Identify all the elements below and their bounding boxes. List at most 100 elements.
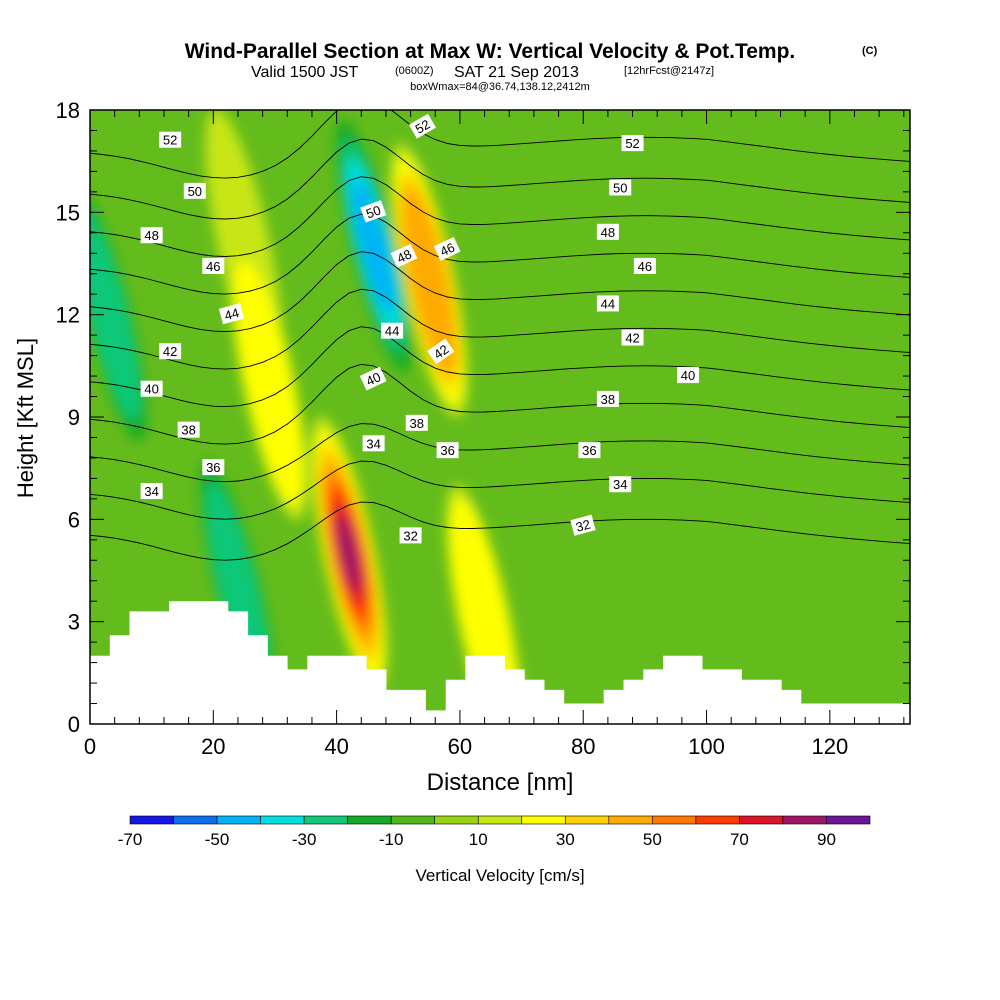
isentrope-line [90,138,910,220]
contour-label-bg [140,380,163,397]
contour-label: 42 [427,338,455,365]
isentrope-line [90,363,910,445]
x-tick-label: 120 [811,734,848,759]
contour-label: 52 [159,131,182,148]
contour-label-text: 38 [181,423,195,438]
colorbar-swatch [782,815,827,825]
colorbar-tick-label: 50 [643,830,662,849]
colorbar-swatch [564,815,610,825]
contour-label-text: 36 [440,443,454,458]
colorbar-swatch [216,815,261,825]
contour-label-bg [609,179,632,196]
contour-label-bg [177,421,200,438]
x-tick-label: 100 [688,734,725,759]
y-axis-label: Height [Kft MSL] [13,338,38,498]
colorbar-swatch [608,815,653,825]
colorbar-swatch [826,815,871,825]
contour-label-bg [360,200,387,223]
contour-label-bg [609,476,632,493]
contour-label-text: 44 [223,305,241,323]
contour-label: 36 [578,442,601,459]
contour-label: 38 [596,390,619,407]
y-tick-label: 9 [68,405,80,430]
contour-label-text: 52 [625,136,639,151]
colorbar-tick-label: 70 [730,830,749,849]
contour-label-bg [621,329,644,346]
colorbar-tick-label: -70 [118,830,143,849]
contour-label: 50 [609,179,632,196]
chart-title-suffix: (C) [862,45,878,57]
contour-label-bg [399,527,422,544]
velocity-contour [401,185,457,376]
y-tick-label: 15 [56,200,80,225]
velocity-contour [337,515,361,592]
colorbar-tick-label: 90 [817,830,836,849]
contour-label: 36 [436,442,459,459]
velocity-contour [233,259,304,506]
contour-label-bg [183,182,206,199]
x-tick-label: 0 [84,734,96,759]
contour-label: 36 [202,459,225,476]
potential-temperature-contours [90,110,910,561]
isentrope-line [90,176,910,257]
contour-label: 34 [609,476,632,493]
isentrope-line [90,423,910,483]
contour-label-text: 48 [144,228,158,243]
contour-label-text: 46 [206,259,220,274]
isentrope-line [90,213,910,295]
contour-label-bg [433,237,461,261]
colorbar-swatch [347,815,392,825]
colorbar-tick-label: -10 [379,830,404,849]
x-axis-label: Distance [nm] [427,769,574,796]
contour-label: 44 [381,322,404,339]
contour-label: 38 [405,414,428,431]
contour-label-text: 50 [364,202,383,221]
contour-label: 34 [362,435,385,452]
subtitle-date: SAT 21 Sep 2013 [454,64,579,81]
colorbar: -70 -50 -30 -10 10 30 50 70 90 [118,815,871,849]
contour-label: 46 [633,257,656,274]
contour-label: 44 [596,295,619,312]
y-tick-label: 12 [56,303,80,328]
contour-label-bg [202,459,225,476]
contour-label-text: 36 [206,460,220,475]
y-tick-label: 6 [68,507,80,532]
contour-label-text: 42 [431,341,451,362]
colorbar-tick-label: -50 [205,830,230,849]
contour-label-text: 40 [144,382,158,397]
isentrope-line [90,501,910,561]
contour-label-bg [621,135,644,152]
contour-label: 44 [218,303,245,325]
subtitle-forecast: [12hrFcst@2147z] [624,65,714,77]
colorbar-swatch [303,815,348,825]
x-tick-label: 80 [571,734,595,759]
colorbar-tick-label: 10 [469,830,488,849]
contour-label: 48 [596,223,619,240]
colorbar-swatch [521,815,566,825]
contour-label-bg [390,243,418,268]
colorbar-swatch [390,815,436,825]
box-info-line: boxWmax=84@36.74,138.12,2412m [410,81,590,93]
contour-label: 40 [140,380,163,397]
isentrope-line [90,326,910,408]
plot-area: 52 50 48 46 44 42 40 38 36 34 52 50 48 46 44 42 40 38 34 36… [90,110,910,724]
contour-label-text: 42 [163,344,177,359]
contour-label-text: 40 [364,369,383,389]
colorbar-swatch [652,815,697,825]
contour-label: 48 [140,227,163,244]
contour-label-bg [427,338,455,365]
contour-label: 52 [621,135,644,152]
contour-label: 52 [408,113,436,139]
y-tick-label: 18 [56,98,80,123]
colorbar-swatch [434,815,479,825]
contour-label-bg [570,514,596,536]
x-tick-label: 20 [201,734,225,759]
contour-label-bg [218,303,245,325]
contour-label-text: 52 [413,117,433,137]
contour-label-bg [359,366,387,391]
isentrope-line [90,460,910,520]
contour-label: 50 [183,182,206,199]
contour-label-bg [362,435,385,452]
isentrope-line [90,288,910,370]
